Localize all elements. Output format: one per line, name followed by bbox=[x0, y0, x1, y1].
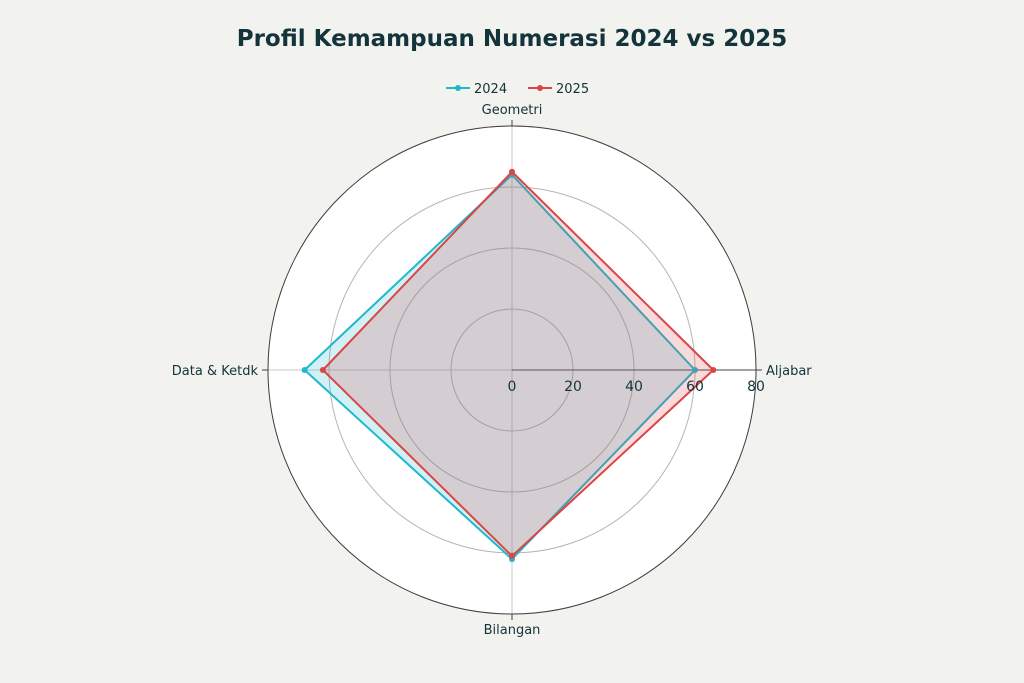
series-point-2024 bbox=[301, 367, 308, 373]
legend-label: 2025 bbox=[556, 82, 589, 97]
radial-tick-label: 0 bbox=[508, 379, 517, 395]
series-point-2025 bbox=[509, 168, 515, 175]
series-point-2024 bbox=[692, 367, 698, 373]
chart-title: Profil Kemampuan Numerasi 2024 vs 2025 bbox=[236, 26, 788, 52]
radial-tick-label: 20 bbox=[564, 379, 582, 395]
series-point-2025 bbox=[710, 367, 717, 373]
radial-tick-label: 80 bbox=[747, 379, 765, 395]
legend-label: 2024 bbox=[474, 82, 507, 97]
category-label: Geometri bbox=[482, 103, 543, 118]
radial-tick-label: 60 bbox=[686, 379, 704, 395]
series-point-2025 bbox=[509, 553, 515, 560]
category-label: Aljabar bbox=[766, 364, 812, 379]
radial-tick-label: 40 bbox=[625, 379, 643, 395]
legend-marker-2025 bbox=[537, 85, 543, 91]
category-label: Data & Ketdk bbox=[172, 364, 259, 379]
legend-marker-2024 bbox=[455, 85, 461, 91]
category-label: Bilangan bbox=[484, 623, 541, 638]
series-point-2025 bbox=[319, 367, 326, 373]
